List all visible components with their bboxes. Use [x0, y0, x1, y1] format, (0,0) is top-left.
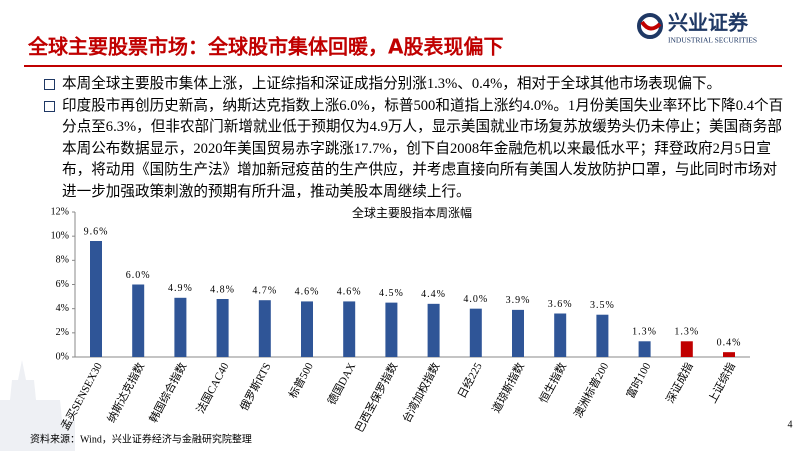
- y-tick-label: 6%: [56, 279, 69, 290]
- source: 资料来源：Wind，兴业证券经济与金融研究院整理: [30, 432, 252, 445]
- y-tick-label: 12%: [51, 206, 69, 217]
- bar: [216, 299, 229, 357]
- value-label: 9.6%: [84, 226, 109, 237]
- value-label: 1.3%: [632, 327, 657, 338]
- bar: [638, 341, 651, 357]
- value-label: 4.0%: [463, 294, 488, 305]
- bar: [596, 314, 609, 357]
- value-label: 3.9%: [506, 295, 531, 306]
- value-label: 1.3%: [674, 327, 699, 338]
- bullet: 印度股市再创历史新高，纳斯达克指数上涨6.0%，标普500和道指上涨约4.0%。…: [42, 96, 787, 204]
- bar: [554, 313, 567, 357]
- bar: [174, 297, 187, 357]
- value-label: 6.0%: [126, 270, 151, 281]
- bar: [427, 303, 440, 357]
- value-label: 4.6%: [337, 287, 362, 298]
- bar: [258, 300, 271, 357]
- bar: [512, 309, 524, 357]
- logo-cn: 兴业证券: [668, 11, 749, 35]
- bar: [132, 284, 145, 357]
- chart-title: 全球主要股指本周涨幅: [352, 205, 472, 220]
- bullet-list: 本周全球主要股市集体上涨，上证综指和深证成指分别涨1.3%、0.4%，相对于全球…: [42, 74, 787, 203]
- bar: [343, 301, 356, 357]
- value-label: 4.9%: [168, 283, 193, 294]
- value-label: 4.6%: [295, 287, 320, 298]
- value-label: 0.4%: [717, 337, 742, 348]
- page-number: 4: [788, 419, 793, 430]
- bar: [301, 301, 313, 357]
- y-tick-label: 8%: [56, 255, 69, 266]
- bar: [469, 308, 482, 357]
- value-label: 4.4%: [421, 289, 446, 300]
- y-tick-label: 0%: [56, 351, 69, 362]
- logo-en: INDUSTRIAL SECURITIES: [668, 36, 757, 45]
- slide-title: 全球主要股票市场：全球股市集体回暖，A股表现偏下: [27, 35, 503, 59]
- value-label: 4.5%: [379, 288, 404, 299]
- bar: [90, 241, 102, 357]
- bar: [680, 341, 693, 357]
- logo-icon: [637, 13, 663, 39]
- value-label: 3.5%: [590, 300, 615, 311]
- y-tick-label: 4%: [56, 303, 69, 314]
- bar: [385, 302, 398, 357]
- y-tick-label: 10%: [51, 230, 69, 241]
- y-tick-label: 2%: [56, 327, 69, 338]
- bullet: 本周全球主要股市集体上涨，上证综指和深证成指分别涨1.3%、0.4%，相对于全球…: [42, 74, 787, 96]
- value-label: 4.7%: [252, 286, 277, 297]
- value-label: 3.6%: [548, 299, 573, 310]
- bar: [723, 352, 735, 357]
- value-label: 4.8%: [210, 284, 235, 295]
- skyline: [0, 360, 75, 451]
- logo-icon: [640, 20, 662, 31]
